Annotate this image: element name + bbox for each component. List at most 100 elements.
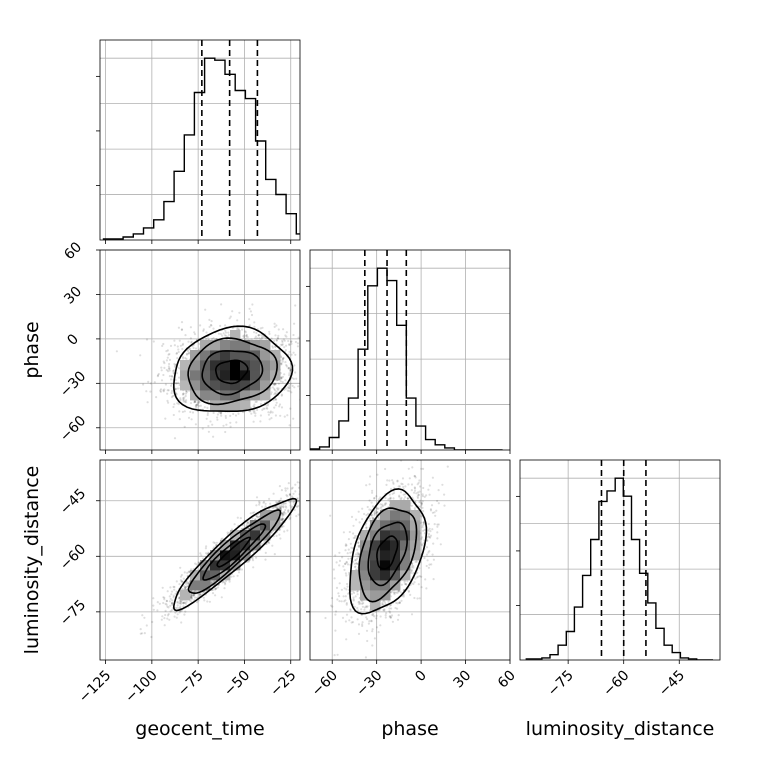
sample-point	[258, 333, 261, 337]
sample-point	[252, 405, 255, 408]
sample-point	[180, 328, 183, 331]
sample-point	[217, 586, 220, 589]
sample-point	[169, 610, 172, 613]
sample-point	[194, 405, 197, 408]
sample-point	[290, 353, 293, 356]
density-cell	[220, 400, 231, 411]
sample-point	[212, 411, 215, 415]
sample-point	[167, 606, 170, 609]
sample-point	[296, 505, 299, 508]
sample-point	[207, 430, 210, 433]
sample-point	[213, 579, 216, 583]
density-contour	[172, 325, 294, 412]
sample-point	[168, 600, 171, 603]
sample-point	[229, 425, 232, 428]
sample-point	[284, 361, 287, 364]
sample-point	[251, 557, 254, 560]
sample-point	[181, 347, 184, 351]
sample-point	[297, 336, 300, 339]
sample-point	[190, 597, 193, 601]
sample-point	[250, 313, 254, 317]
sample-point	[294, 490, 297, 493]
sample-point	[292, 351, 295, 354]
sample-point	[193, 400, 196, 403]
sample-point	[273, 389, 276, 392]
sample-point	[260, 334, 263, 337]
sample-point	[253, 511, 256, 514]
density-cell	[210, 360, 221, 371]
sample-point	[173, 339, 176, 342]
sample-point	[178, 418, 181, 421]
sample-point	[280, 363, 283, 366]
sample-point	[278, 533, 281, 536]
sample-point	[283, 346, 286, 349]
sample-point	[288, 387, 291, 390]
sample-point	[246, 336, 249, 339]
sample-point	[195, 596, 199, 599]
sample-point	[303, 468, 305, 470]
sample-point	[278, 507, 281, 510]
sample-point	[288, 386, 291, 389]
sample-point	[225, 423, 228, 426]
sample-point	[175, 590, 178, 593]
sample-point	[198, 401, 201, 404]
sample-point	[293, 386, 296, 389]
sample-point	[294, 483, 297, 486]
sample-point	[282, 505, 285, 508]
sample-point	[180, 328, 184, 331]
sample-point	[216, 413, 219, 416]
sample-point	[241, 328, 244, 331]
sample-point	[176, 345, 179, 348]
sample-point	[184, 401, 188, 404]
sample-point	[285, 506, 288, 509]
sample-point	[274, 345, 277, 348]
sample-point	[162, 360, 165, 363]
density-contour	[215, 359, 249, 385]
sample-point	[182, 342, 185, 345]
sample-point	[276, 336, 279, 339]
density-cell	[190, 350, 201, 361]
sample-point	[275, 339, 278, 342]
sample-point	[302, 478, 304, 480]
sample-point	[272, 399, 275, 402]
sample-point	[297, 500, 300, 503]
sample-point	[268, 330, 271, 333]
density-cell	[240, 380, 251, 391]
sample-point	[184, 400, 187, 403]
sample-point	[190, 594, 193, 598]
sample-point	[195, 403, 198, 406]
sample-point	[302, 498, 304, 500]
sample-point	[152, 597, 155, 600]
sample-point	[168, 352, 171, 356]
sample-point	[236, 319, 239, 322]
sample-point	[279, 537, 282, 540]
sample-point	[326, 381, 328, 383]
sample-point	[183, 396, 186, 399]
sample-point	[217, 332, 220, 335]
sample-point	[209, 420, 212, 423]
sample-point	[181, 601, 185, 604]
sample-point	[178, 607, 181, 610]
sample-point	[254, 337, 257, 340]
sample-point	[222, 332, 225, 335]
sample-point	[206, 400, 210, 403]
sample-point	[304, 501, 306, 503]
sample-point	[194, 590, 197, 593]
sample-point	[312, 365, 314, 367]
sample-point	[256, 515, 259, 518]
sample-point	[196, 401, 199, 404]
sample-point	[184, 586, 187, 589]
sample-point	[282, 503, 285, 506]
sample-point	[333, 485, 335, 487]
sample-point	[173, 437, 177, 440]
sample-point	[193, 401, 196, 404]
sample-point	[181, 587, 184, 591]
sample-point	[182, 392, 185, 395]
sample-point	[186, 585, 189, 588]
sample-point	[224, 416, 227, 419]
sample-point	[319, 460, 321, 462]
sample-point	[296, 481, 299, 484]
sample-point	[326, 341, 328, 343]
sample-point	[224, 331, 228, 334]
sample-point	[288, 343, 291, 346]
